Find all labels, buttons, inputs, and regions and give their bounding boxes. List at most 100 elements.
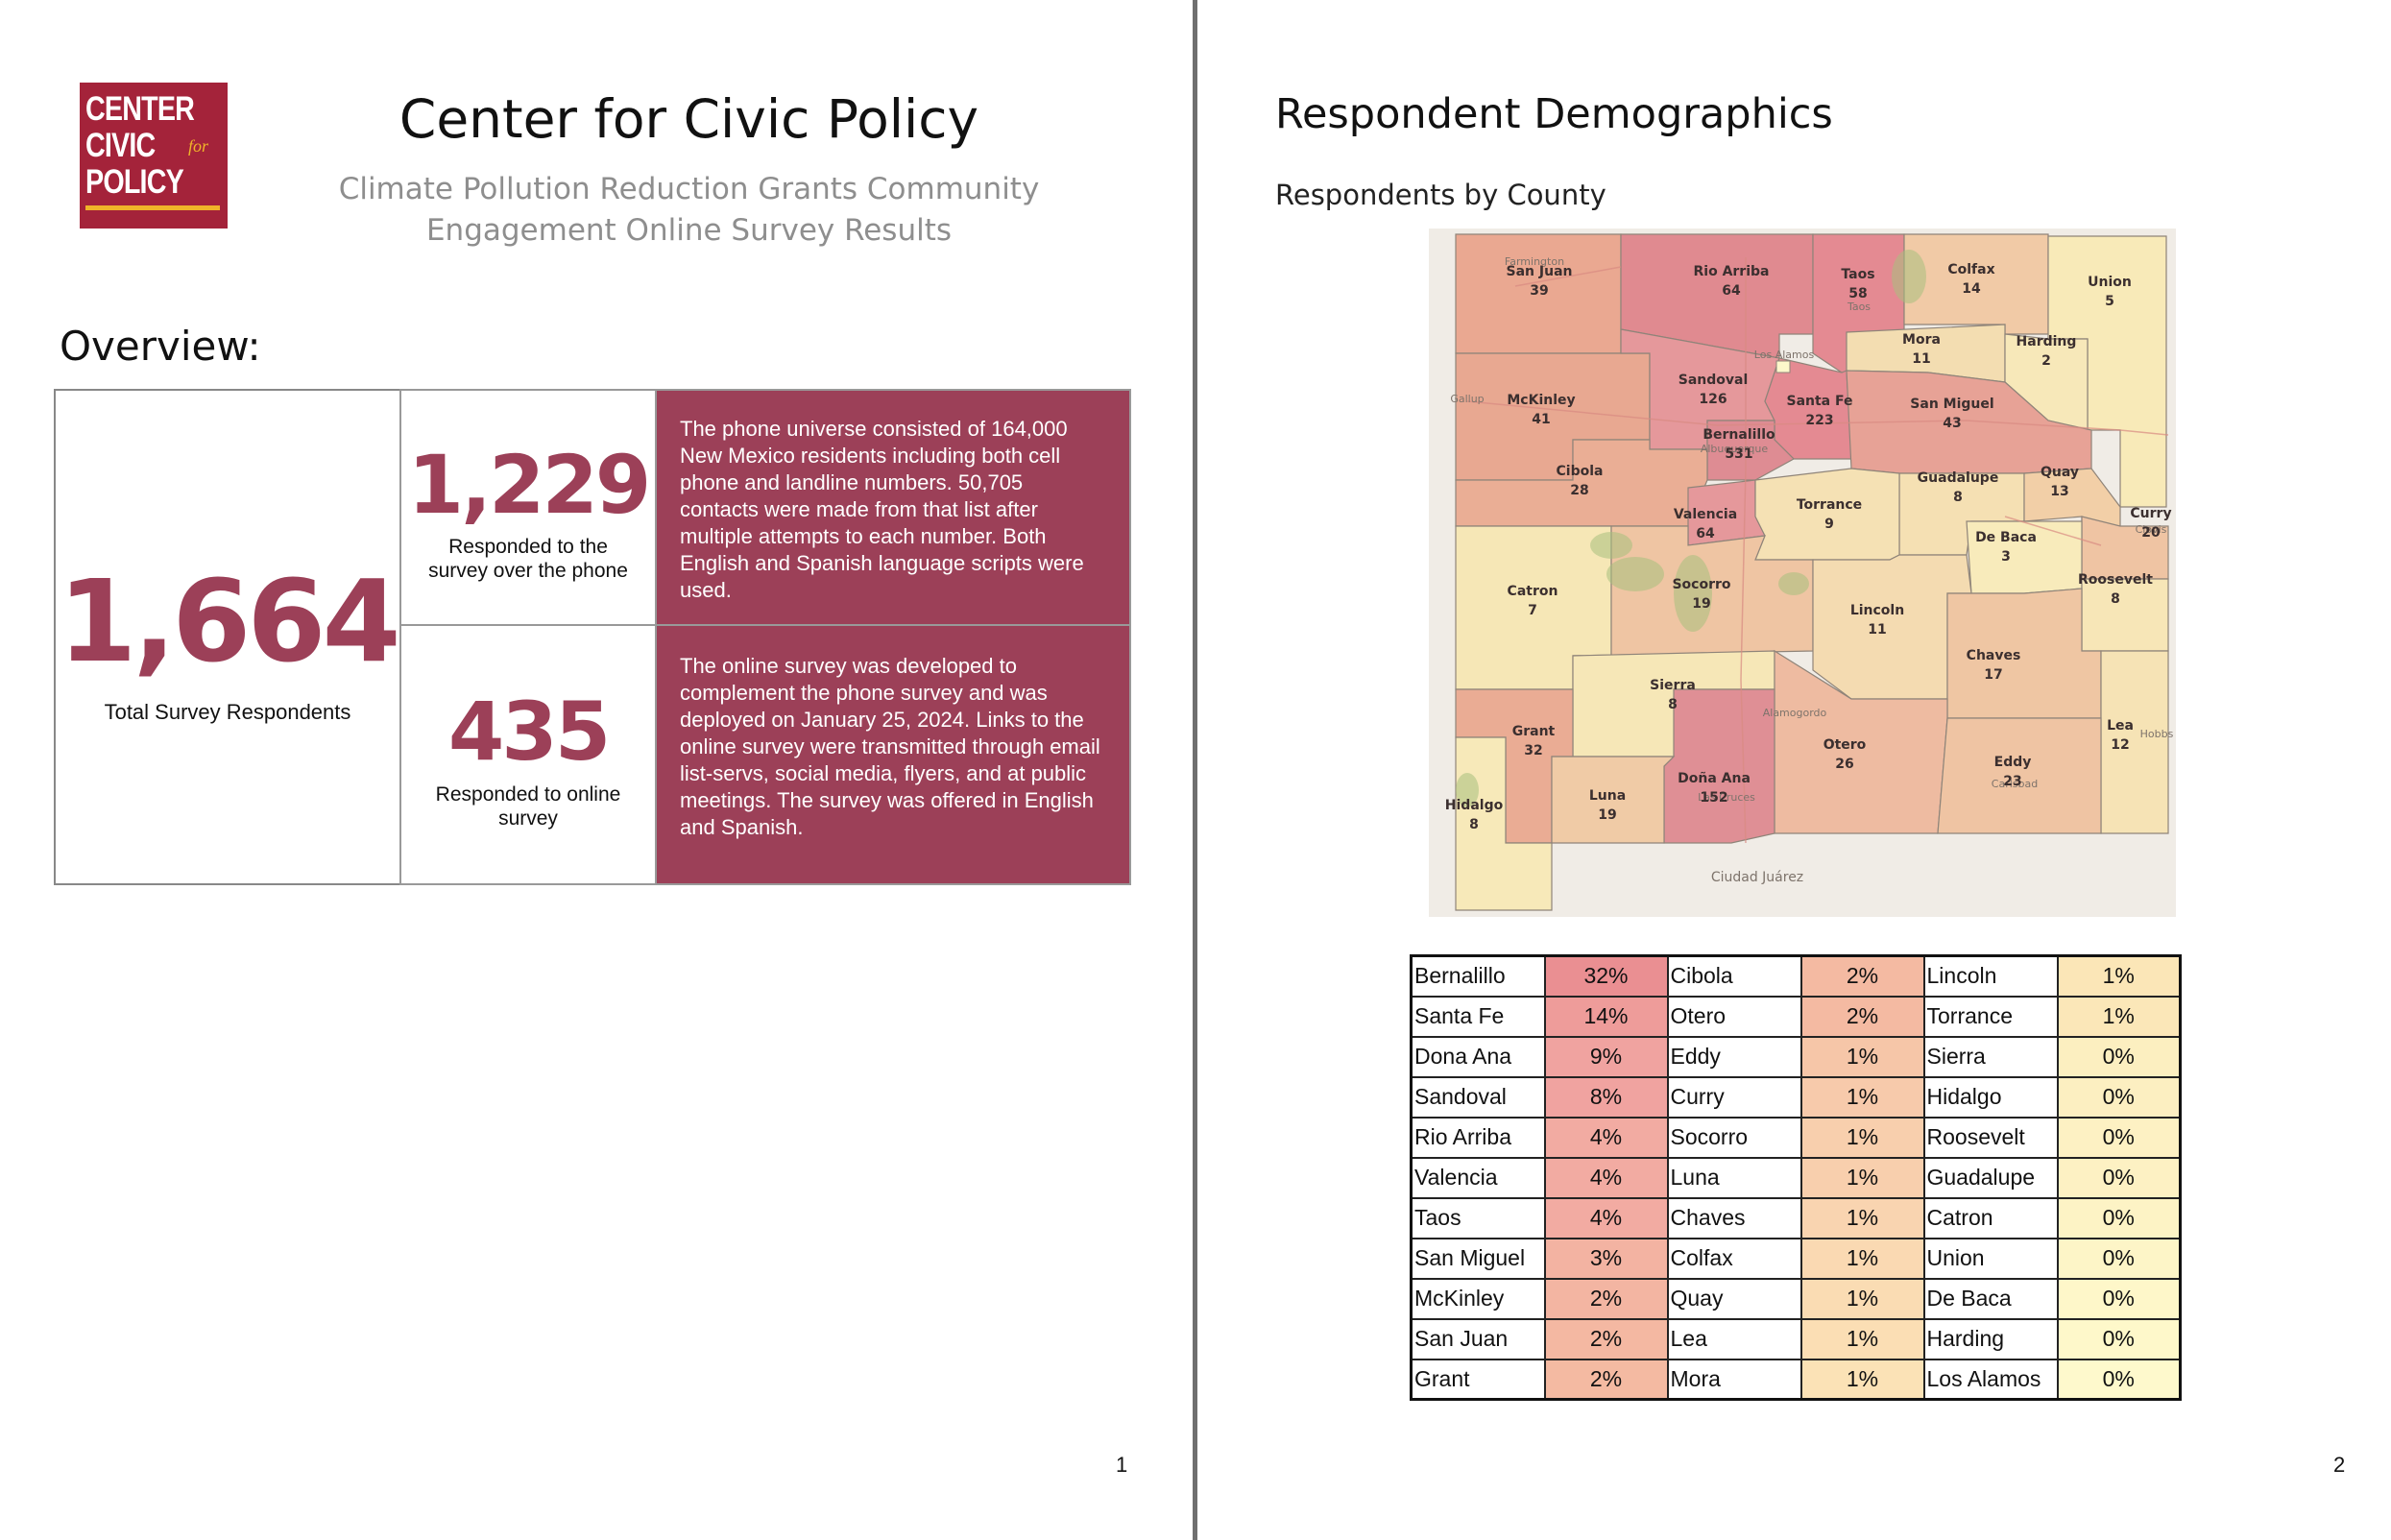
map-county-name: Curry — [2130, 506, 2171, 521]
map-county-label: Santa Fe 223 — [1786, 394, 1852, 428]
forest-patches — [1456, 250, 1926, 807]
total-respondents-cell: 1,664 Total Survey Respondents — [54, 389, 401, 885]
map-county-count: 23 — [2003, 774, 2021, 789]
map-county-count: 9 — [1824, 517, 1834, 532]
county-percent-cell: 1% — [1799, 1075, 1925, 1119]
map-county-label: Taos 58 — [1841, 267, 1874, 301]
map-county-name: San Juan — [1507, 264, 1573, 279]
map-place-label: Gallup — [1450, 393, 1484, 405]
map-place-label: Los Alamos — [1754, 349, 1815, 361]
map-county-count: 8 — [1668, 697, 1678, 712]
respondents-by-county-subtitle: Respondents by County — [1275, 179, 1606, 211]
center-for-civic-policy-logo: CENTER CIVIC for POLICY — [80, 83, 228, 229]
logo-line-policy: POLICY — [85, 163, 184, 201]
county-name-cell: Sierra — [1922, 1035, 2059, 1078]
county-name-cell: Mora — [1666, 1358, 1802, 1401]
map-county-name: Quay — [2041, 465, 2079, 480]
county-shape-torrance — [1754, 468, 1900, 561]
map-county-name: Sandoval — [1679, 373, 1749, 388]
map-county-name: McKinley — [1507, 393, 1575, 408]
county-percent-cell: 0% — [2056, 1156, 2182, 1199]
map-county-name: Harding — [2017, 334, 2077, 349]
map-county-label: Torrance 9 — [1797, 497, 1862, 532]
map-county-count: 20 — [2141, 525, 2161, 541]
map-county-name: San Miguel — [1910, 397, 1993, 412]
map-county-label: Quay 13 — [2041, 465, 2079, 499]
online-respondents-cell: 435 Responded to online survey — [399, 624, 657, 885]
map-county-name: Cibola — [1557, 464, 1604, 479]
map-place-label: Ciudad Juárez — [1711, 870, 1803, 885]
new-mexico-county-map: Farmington Gallup Los Alamos Albuquerque Tao… — [1429, 229, 2176, 917]
county-percent-cell: 0% — [2056, 1317, 2182, 1360]
county-percent-cell: 32% — [1543, 954, 1669, 998]
road-lines — [1466, 257, 2169, 844]
county-name-cell: Colfax — [1666, 1237, 1802, 1280]
map-place-label: Las Cruces — [1698, 791, 1755, 804]
county-name-cell: Roosevelt — [1922, 1116, 2059, 1159]
county-name-cell: McKinley — [1410, 1277, 1546, 1320]
map-county-count: 41 — [1532, 412, 1550, 427]
county-name-cell: Chaves — [1666, 1196, 1802, 1239]
map-county-name: Colfax — [1947, 262, 1994, 277]
county-percent-cell: 3% — [1543, 1237, 1669, 1280]
county-shape-luna — [1551, 756, 1676, 844]
county-percent-cell: 0% — [2056, 1196, 2182, 1239]
map-place-label: Clovis — [2136, 523, 2167, 536]
logo-line-center: CENTER — [85, 90, 195, 128]
county-name-cell: Dona Ana — [1410, 1035, 1546, 1078]
map-county-count: 39 — [1530, 283, 1548, 299]
county-name-cell: Valencia — [1410, 1156, 1546, 1199]
county-percent-cell: 4% — [1543, 1116, 1669, 1159]
map-place-label: Alamogordo — [1763, 707, 1827, 719]
county-shape-hidalgo — [1455, 736, 1553, 911]
county-shape-eddy — [1937, 717, 2102, 834]
map-county-label: Mora 11 — [1902, 332, 1941, 367]
county-percent-cell: 1% — [1799, 1035, 1925, 1078]
county-percent-cell: 2% — [1799, 995, 1925, 1038]
subtitle-line-1: Climate Pollution Reduction Grants Commu… — [338, 172, 1040, 206]
county-name-cell: Harding — [1922, 1317, 2059, 1360]
county-name-cell: Guadalupe — [1922, 1156, 2059, 1199]
county-percent-cell: 2% — [1543, 1317, 1669, 1360]
county-percent-cell: 1% — [1799, 1156, 1925, 1199]
page-1: CENTER CIVIC for POLICY Center for Civic… — [0, 0, 1193, 1540]
online-respondents-value: 435 — [447, 685, 611, 779]
online-label-line-2: survey — [498, 807, 558, 830]
county-name-cell: Los Alamos — [1922, 1358, 2059, 1401]
table-row: Bernalillo 32% Cibola 2% Lincoln 1% — [1410, 954, 2182, 998]
online-survey-description: The online survey was developed to compl… — [655, 624, 1131, 885]
map-county-name: Sierra — [1650, 678, 1696, 693]
subtitle-line-2: Engagement Online Survey Results — [425, 213, 953, 248]
county-shape-roosevelt — [2081, 578, 2169, 652]
map-county-name: Chaves — [1967, 648, 2021, 663]
county-percent-cell: 1% — [1799, 1116, 1925, 1159]
county-name-cell: Eddy — [1666, 1035, 1802, 1078]
county-name-cell: Hidalgo — [1922, 1075, 2059, 1119]
map-county-label: Roosevelt 8 — [2078, 572, 2153, 607]
map-county-name: Otero — [1823, 737, 1867, 753]
map-county-label: San Juan 39 — [1507, 264, 1573, 299]
online-respondents-label: Responded to online survey — [401, 782, 655, 830]
county-name-cell: Union — [1922, 1237, 2059, 1280]
map-county-label: Doña Ana 152 — [1678, 771, 1751, 806]
table-row: Santa Fe 14% Otero 2% Torrance 1% — [1410, 995, 2182, 1038]
county-name-cell: Socorro — [1666, 1116, 1802, 1159]
map-county-label: San Miguel 43 — [1910, 397, 1993, 431]
county-name-cell: Otero — [1666, 995, 1802, 1038]
map-labels: Farmington Gallup Los Alamos Albuquerque Tao… — [1445, 255, 2174, 885]
map-county-name: Hidalgo — [1445, 798, 1504, 813]
map-county-name: Roosevelt — [2078, 572, 2153, 588]
map-county-count: 14 — [1962, 281, 1981, 297]
county-percent-cell: 4% — [1543, 1196, 1669, 1239]
map-county-count: 8 — [1953, 490, 1963, 505]
map-county-label: Grant 32 — [1512, 724, 1556, 758]
county-percent-cell: 2% — [1543, 1277, 1669, 1320]
map-county-label: Harding 2 — [2017, 334, 2077, 369]
online-label-line-1: Responded to online — [435, 783, 621, 806]
map-county-count: 64 — [1696, 526, 1715, 541]
page-2: Respondent Demographics Respondents by C… — [1198, 0, 2391, 1540]
map-county-label: Catron 7 — [1508, 584, 1558, 618]
phone-label-line-1: Responded to the — [448, 536, 608, 558]
map-county-count: 26 — [1835, 757, 1853, 772]
map-county-label: Eddy 23 — [1994, 755, 2032, 789]
